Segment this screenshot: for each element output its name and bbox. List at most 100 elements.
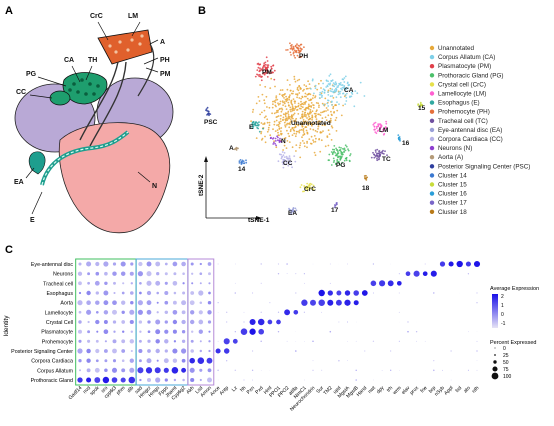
dotplot-dot (165, 349, 168, 352)
tsne-point (320, 87, 322, 89)
tsne-point (293, 98, 295, 100)
dotplot-dot (284, 309, 290, 315)
dotplot-dot (244, 380, 245, 381)
dotplot-dot (173, 310, 178, 315)
tsne-point (304, 145, 306, 147)
dotplot-dot (164, 301, 168, 305)
dotplot-dot (96, 311, 99, 314)
tsne-point (329, 84, 331, 86)
tsne-point (293, 207, 295, 209)
tsne-point (318, 83, 320, 85)
dotplot-dot (122, 359, 125, 362)
tsne-point (349, 96, 351, 98)
dotplot-dot (130, 301, 133, 304)
tsne-point (262, 123, 264, 125)
dotplot-dot (155, 281, 160, 286)
legend-entry: Lamellocyte (LM) (438, 91, 486, 98)
tsne-point (270, 66, 272, 68)
dotplot-dot (477, 341, 478, 342)
avg-expression-title: Average Expression (490, 286, 539, 292)
tsne-point (345, 158, 347, 160)
tsne-point (320, 112, 322, 114)
tsne-point (305, 85, 307, 87)
tsne-point (285, 126, 287, 128)
tsne-point (298, 90, 300, 92)
tsne-point (312, 95, 314, 97)
dotplot-dot (121, 301, 125, 305)
tsne-point (280, 101, 282, 103)
tsne-point (241, 162, 243, 164)
dotplot-dot (86, 300, 91, 305)
tsne-point (318, 106, 320, 108)
tsne-point (270, 78, 272, 80)
dotplot-dot (96, 272, 100, 276)
tsne-point (319, 92, 321, 94)
tsne-point (304, 112, 306, 114)
tsne-point (378, 157, 380, 159)
tsne-label-16: 16 (402, 140, 410, 147)
tsne-point (317, 102, 319, 104)
label-a: A (160, 39, 165, 46)
dotplot-dot (216, 348, 221, 353)
tsne-point (303, 46, 305, 48)
panel-c-letter: C (5, 244, 13, 256)
tsne-point (264, 117, 266, 119)
tsne-point (286, 123, 288, 125)
tsne-point (298, 103, 300, 105)
tsne-point (294, 78, 296, 80)
legend-swatch (430, 110, 434, 114)
tsne-point (289, 84, 291, 86)
tsne-point (287, 49, 289, 51)
tsne-point (281, 94, 283, 96)
dotplot-dot (129, 377, 136, 384)
dotplot-dot (191, 331, 193, 333)
dotplot-dot (407, 321, 408, 322)
legend-entry: Plasmatocyte (PM) (438, 63, 491, 70)
tsne-point (293, 55, 295, 57)
dotplot-dot (139, 292, 142, 295)
tsne-point (265, 141, 267, 143)
dotplot-row-label: Crystal Cell (46, 320, 73, 326)
tsne-point (289, 155, 291, 157)
tsne-point (315, 85, 317, 87)
tsne-point (310, 88, 312, 90)
tsne-point (313, 93, 315, 95)
dotplot-dot (173, 281, 178, 286)
dotplot-row-label: Prothoracic Gland (31, 378, 73, 384)
tsne-point (307, 98, 309, 100)
tsne-point (308, 99, 310, 101)
tsne-point (333, 92, 335, 94)
legend-entry: Tracheal cell (TC) (438, 118, 488, 125)
dotplot-dot (235, 331, 236, 332)
dotplot-dot (77, 377, 82, 382)
tsne-point (335, 119, 337, 121)
corpora-cardiaca (50, 91, 70, 105)
legend-swatch (430, 182, 434, 186)
tsne-point (261, 79, 263, 81)
dotplot-dot (287, 341, 288, 342)
tsne-point (239, 160, 241, 162)
dotplot-dot (130, 291, 134, 295)
tsne-point (284, 103, 286, 105)
tsne-point (308, 116, 310, 118)
tsne-point (288, 135, 290, 137)
tsne-point (266, 96, 268, 98)
dotplot-dot (181, 320, 185, 324)
dotplot-dot (190, 349, 194, 353)
tsne-point (338, 94, 340, 96)
pct-expressed-title: Percent Expressed (490, 340, 536, 346)
dotplot-dot (138, 349, 142, 353)
legend-swatch (430, 173, 434, 177)
tsne-point (371, 157, 373, 159)
tsne-point (259, 131, 261, 133)
tsne-point (385, 123, 387, 125)
dotplot-dot (113, 292, 115, 294)
dotplot-dot (476, 350, 477, 351)
tsne-point (245, 162, 247, 164)
dotplot-dot (79, 292, 81, 294)
tsne-point (301, 114, 303, 116)
tsne-point (302, 117, 304, 119)
dotplot-dot (200, 301, 203, 304)
tsne-point (273, 64, 275, 66)
tsne-point (259, 67, 261, 69)
